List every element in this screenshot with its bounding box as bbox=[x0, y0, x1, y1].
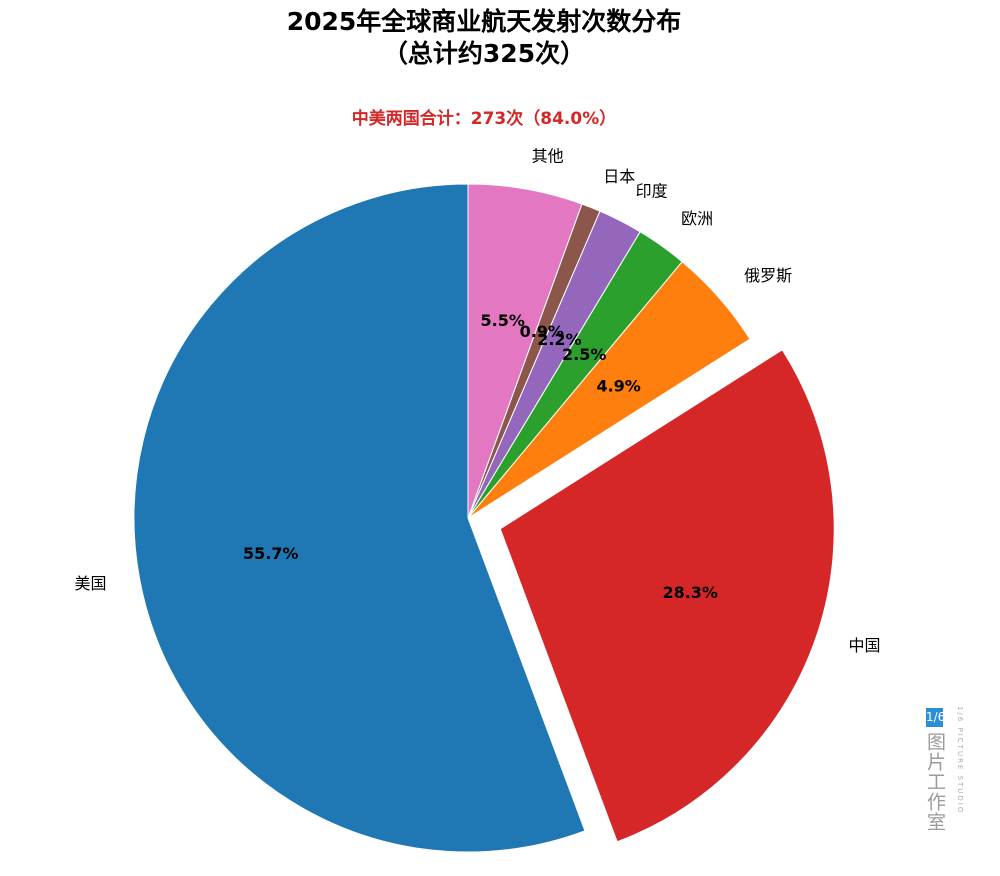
chart-title-line2: （总计约325次） bbox=[382, 39, 586, 68]
watermark-english: 1/6 PICTURE STUDIO bbox=[956, 706, 964, 815]
pct-label-europe: 2.5% bbox=[562, 345, 606, 364]
chart-title: 2025年全球商业航天发射次数分布 （总计约325次） bbox=[0, 6, 968, 70]
chart-annotation: 中美两国合计：273次（84.0%） bbox=[351, 109, 617, 129]
category-label-india: 印度 bbox=[636, 182, 668, 201]
pie-slice-usa bbox=[133, 183, 586, 853]
watermark-badge: 1/6 bbox=[926, 708, 945, 727]
watermark-name: 图片工作室 bbox=[924, 732, 946, 832]
pct-label-russia: 4.9% bbox=[596, 376, 640, 395]
pct-label-other: 5.5% bbox=[481, 311, 525, 330]
category-label-china: 中国 bbox=[849, 636, 881, 655]
pct-label-usa: 55.7% bbox=[243, 544, 299, 563]
category-label-japan: 日本 bbox=[603, 167, 635, 186]
chart-title-line1: 2025年全球商业航天发射次数分布 bbox=[286, 7, 682, 36]
watermark: 1/6 图片工作室 1/6 PICTURE STUDIO bbox=[924, 706, 968, 840]
pct-label-india: 2.2% bbox=[537, 330, 581, 349]
category-label-other: 其他 bbox=[532, 147, 564, 166]
pct-label-china: 28.3% bbox=[662, 583, 718, 602]
pct-label-japan: 0.9% bbox=[520, 322, 564, 341]
category-label-europe: 欧洲 bbox=[681, 209, 713, 228]
pie-slice-other bbox=[467, 183, 583, 519]
category-label-russia: 俄罗斯 bbox=[744, 266, 792, 285]
pie-slice-china bbox=[499, 349, 835, 843]
category-label-usa: 美国 bbox=[74, 574, 106, 593]
